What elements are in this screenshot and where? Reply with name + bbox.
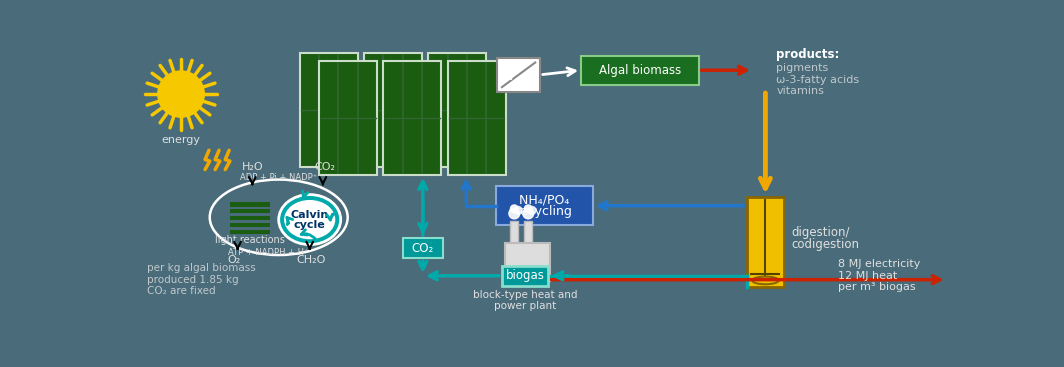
Text: produced 1.85 kg: produced 1.85 kg: [147, 275, 238, 285]
Bar: [502, 266, 548, 286]
Text: CO₂ are fixed: CO₂ are fixed: [147, 286, 216, 296]
Bar: [497, 58, 539, 92]
Text: ADP + Pi + NADP⁺: ADP + Pi + NADP⁺: [240, 173, 317, 182]
Bar: [429, 53, 486, 167]
Circle shape: [514, 207, 522, 214]
Circle shape: [525, 205, 532, 212]
Bar: [747, 196, 784, 287]
Circle shape: [522, 208, 534, 219]
Bar: [525, 221, 532, 244]
Text: CH₂O: CH₂O: [297, 255, 326, 265]
Text: cycle: cycle: [294, 220, 326, 230]
Text: Calvin: Calvin: [290, 210, 329, 220]
Circle shape: [157, 71, 204, 117]
Text: O₂: O₂: [227, 255, 240, 265]
Circle shape: [509, 208, 519, 219]
Text: light reactions: light reactions: [215, 235, 285, 245]
Text: digestion/: digestion/: [792, 226, 850, 239]
Text: recycling: recycling: [516, 206, 572, 218]
Bar: [300, 53, 358, 167]
Bar: [364, 53, 422, 167]
Circle shape: [528, 207, 536, 214]
Bar: [319, 61, 377, 175]
Bar: [402, 238, 443, 258]
Bar: [496, 186, 593, 225]
Text: 12 MJ heat: 12 MJ heat: [838, 271, 898, 281]
Text: 8 MJ electricity: 8 MJ electricity: [838, 259, 920, 269]
Bar: [511, 221, 518, 244]
Text: block-type heat and: block-type heat and: [472, 290, 578, 300]
Bar: [230, 202, 270, 207]
Text: energy: energy: [162, 135, 200, 145]
Bar: [230, 216, 270, 220]
Bar: [383, 61, 442, 175]
Text: CO₂: CO₂: [315, 161, 336, 171]
Text: power plant: power plant: [494, 301, 556, 311]
Bar: [505, 243, 550, 281]
Text: per m³ biogas: per m³ biogas: [838, 283, 916, 292]
Bar: [581, 55, 699, 85]
Text: H₂O: H₂O: [242, 161, 263, 171]
Text: per kg algal biomass: per kg algal biomass: [147, 263, 255, 273]
Ellipse shape: [279, 195, 340, 245]
Text: products:: products:: [777, 48, 839, 61]
Text: CO₂: CO₂: [412, 241, 434, 255]
Text: biogas: biogas: [505, 269, 545, 282]
Text: NH₄⁠/⁠PO₄: NH₄⁠/⁠PO₄: [519, 193, 569, 206]
Text: codigestion: codigestion: [792, 238, 860, 251]
Text: vitamins: vitamins: [777, 86, 825, 96]
Bar: [230, 209, 270, 214]
Ellipse shape: [284, 200, 335, 239]
Circle shape: [511, 205, 518, 212]
Bar: [230, 223, 270, 227]
Text: pigments: pigments: [777, 63, 829, 73]
Text: ω-3-fatty acids: ω-3-fatty acids: [777, 75, 860, 84]
Text: Algal biomass: Algal biomass: [599, 64, 681, 77]
Bar: [448, 61, 505, 175]
Bar: [230, 230, 270, 234]
Text: ATP + NADPH + H⁺: ATP + NADPH + H⁺: [229, 248, 309, 257]
